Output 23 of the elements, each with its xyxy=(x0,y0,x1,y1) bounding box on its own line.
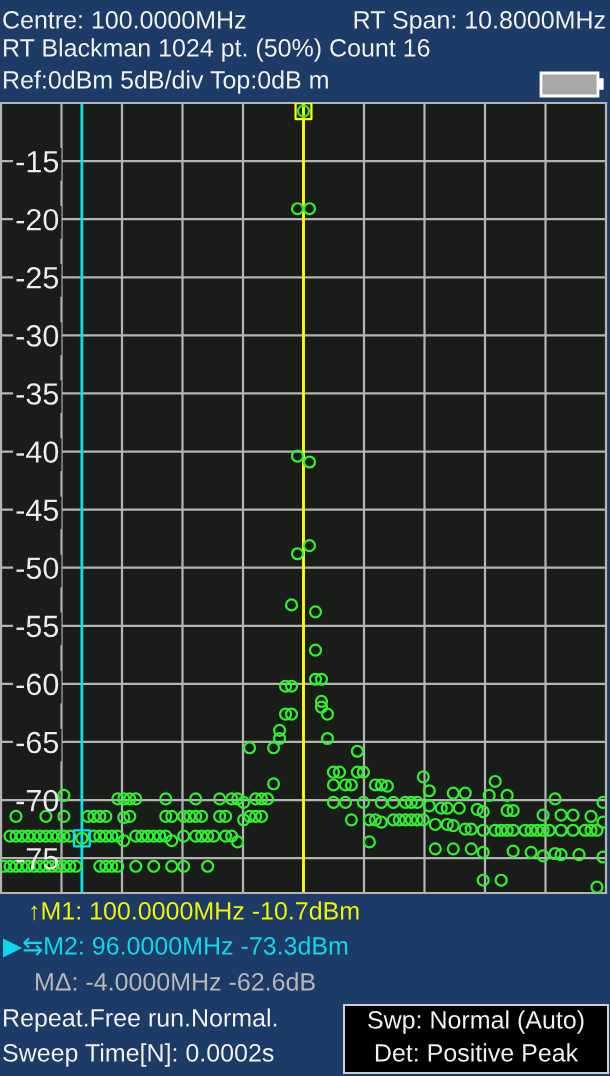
text: Sweep Time[N]: 0.0002s xyxy=(3,1043,274,1067)
text: Swp: Normal (Auto) xyxy=(368,1010,584,1034)
y-tick-label: -40 xyxy=(16,441,59,463)
y-tick-label: -35 xyxy=(16,383,59,405)
y-tick-label: -65 xyxy=(16,731,59,754)
text: RT Span: 10.8000MHz xyxy=(354,11,605,34)
y-tick-label: -75 xyxy=(16,848,59,870)
text: ↑M1: 100.0000MHz -10.7dBm xyxy=(31,901,359,921)
text: Repeat.Free run.Normal. xyxy=(4,1008,277,1032)
text: ▶⇆M2: 96.0000MHz -73.3dBm xyxy=(3,936,348,958)
y-tick-label: -15 xyxy=(16,151,59,173)
text: Det: Positive Peak xyxy=(375,1043,579,1062)
y-tick-label: -20 xyxy=(16,208,59,231)
text: MΔ: -4.0000MHz -62.6dB xyxy=(36,972,315,991)
y-tick-label: -30 xyxy=(16,325,59,347)
text: Centre: 100.0000MHz xyxy=(3,11,246,29)
y-tick-label: -55 xyxy=(16,615,59,638)
text: RT Blackman 1024 pt. (50%) Count 16 xyxy=(4,38,430,62)
y-tick-label: -45 xyxy=(16,499,59,521)
y-tick-label: -60 xyxy=(16,673,59,696)
y-tick-label: -50 xyxy=(16,557,59,580)
y-tick-label: -25 xyxy=(16,267,59,289)
text: Ref:0dBm 5dB/div Top:0dB m xyxy=(4,70,328,94)
